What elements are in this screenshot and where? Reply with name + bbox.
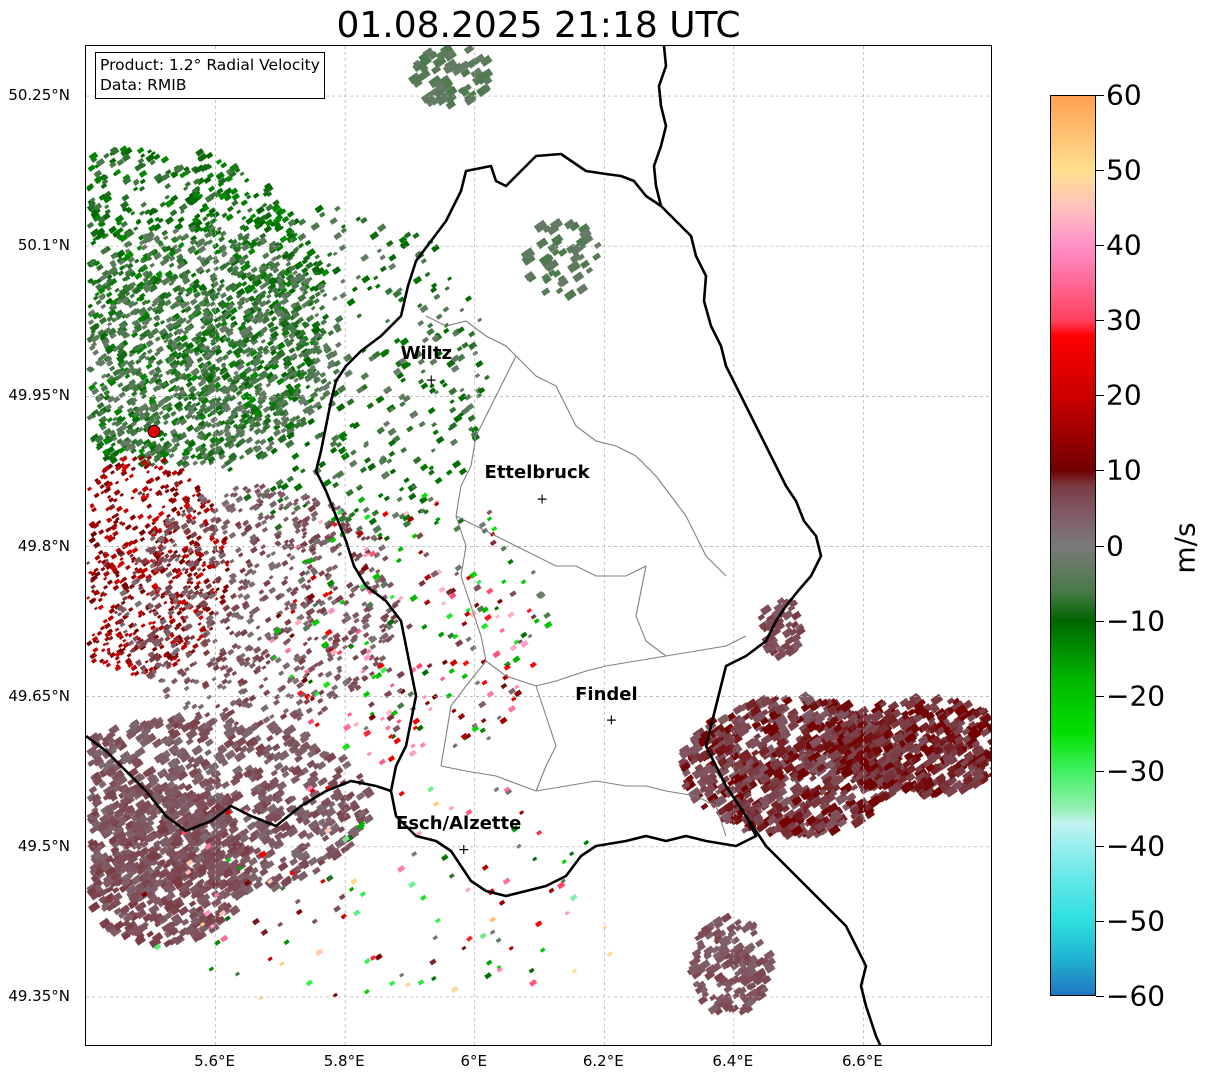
colorbar-tick-label: 30: [1106, 303, 1142, 337]
city-label: Ettelbruck: [484, 462, 590, 484]
colorbar-tick-label: 10: [1106, 453, 1142, 487]
latitude-tick-label: 49.95°N: [8, 386, 70, 405]
latitude-tick-label: 49.35°N: [8, 986, 70, 1005]
colorbar-tick-mark: [1096, 845, 1104, 847]
radar-map[interactable]: + + + +: [86, 46, 992, 1046]
country-borders: [86, 46, 882, 1045]
colorbar-unit-label: m/s: [1168, 522, 1202, 574]
colorbar-tick-label: −20: [1106, 679, 1166, 713]
colorbar-tick-label: 60: [1106, 78, 1142, 112]
colorbar-tick-label: 40: [1106, 228, 1142, 262]
radar-site-marker: [147, 424, 161, 438]
city-label: Findel: [575, 683, 638, 705]
city-markers: + + + +: [425, 372, 617, 858]
product-label: Product: 1.2° Radial Velocity: [100, 56, 320, 74]
product-info-box: Product: 1.2° Radial Velocity Data: RMIB: [95, 52, 325, 99]
city-marker-icon: +: [536, 492, 548, 508]
latitude-tick-label: 50.25°N: [8, 86, 70, 105]
radar-site-icon: [147, 424, 161, 438]
colorbar-tick-mark: [1096, 996, 1104, 997]
colorbar-tick-label: −60: [1106, 979, 1166, 1013]
city-marker-icon: +: [606, 713, 618, 729]
longitude-tick-label: 6°E: [460, 1052, 487, 1070]
latitude-tick-label: 49.65°N: [8, 686, 70, 705]
velocity-colorbar: [1050, 95, 1096, 996]
city-label: Wiltz: [400, 343, 452, 365]
longitude-tick-label: 6.4°E: [712, 1052, 754, 1070]
data-source-label: Data: RMIB: [100, 76, 187, 94]
colorbar-tick-label: 0: [1106, 529, 1124, 562]
map-gridlines: [86, 46, 991, 1045]
colorbar-tick-label: −10: [1106, 604, 1166, 638]
longitude-tick-label: 5.6°E: [194, 1052, 235, 1070]
colorbar-tick-mark: [1096, 545, 1104, 547]
colorbar-tick-mark: [1096, 245, 1104, 247]
colorbar-tick-mark: [1096, 770, 1104, 772]
longitude-tick-label: 6.2°E: [582, 1052, 624, 1070]
colorbar-tick-mark: [1096, 470, 1104, 472]
longitude-tick-label: 5.8°E: [323, 1052, 365, 1070]
colorbar-tick-mark: [1096, 320, 1104, 322]
latitude-tick-label: 49.5°N: [17, 836, 70, 855]
city-marker-icon: +: [458, 842, 470, 858]
latitude-tick-label: 50.1°N: [17, 236, 70, 255]
colorbar-tick-label: 50: [1106, 153, 1142, 187]
latitude-tick-label: 49.8°N: [17, 536, 70, 555]
colorbar-tick-mark: [1096, 920, 1104, 922]
colorbar-tick-label: −40: [1106, 829, 1166, 863]
colorbar-tick-mark: [1096, 695, 1104, 697]
radar-echo-layer: [86, 46, 991, 1016]
colorbar-tick-mark: [1096, 170, 1104, 172]
map-title: 01.08.2025 21:18 UTC: [336, 5, 741, 46]
colorbar-tick-label: −50: [1106, 904, 1166, 938]
map-panel[interactable]: + + + +: [85, 45, 992, 1046]
longitude-tick-label: 6.6°E: [842, 1052, 883, 1070]
colorbar-tick-mark: [1096, 620, 1104, 622]
colorbar-tick-label: 20: [1106, 378, 1142, 412]
city-marker-icon: +: [425, 372, 437, 388]
city-label: Esch/Alzette: [396, 812, 522, 834]
colorbar-tick-mark: [1096, 395, 1104, 397]
colorbar-tick-label: −30: [1106, 754, 1166, 788]
colorbar-tick-mark: [1096, 95, 1104, 96]
